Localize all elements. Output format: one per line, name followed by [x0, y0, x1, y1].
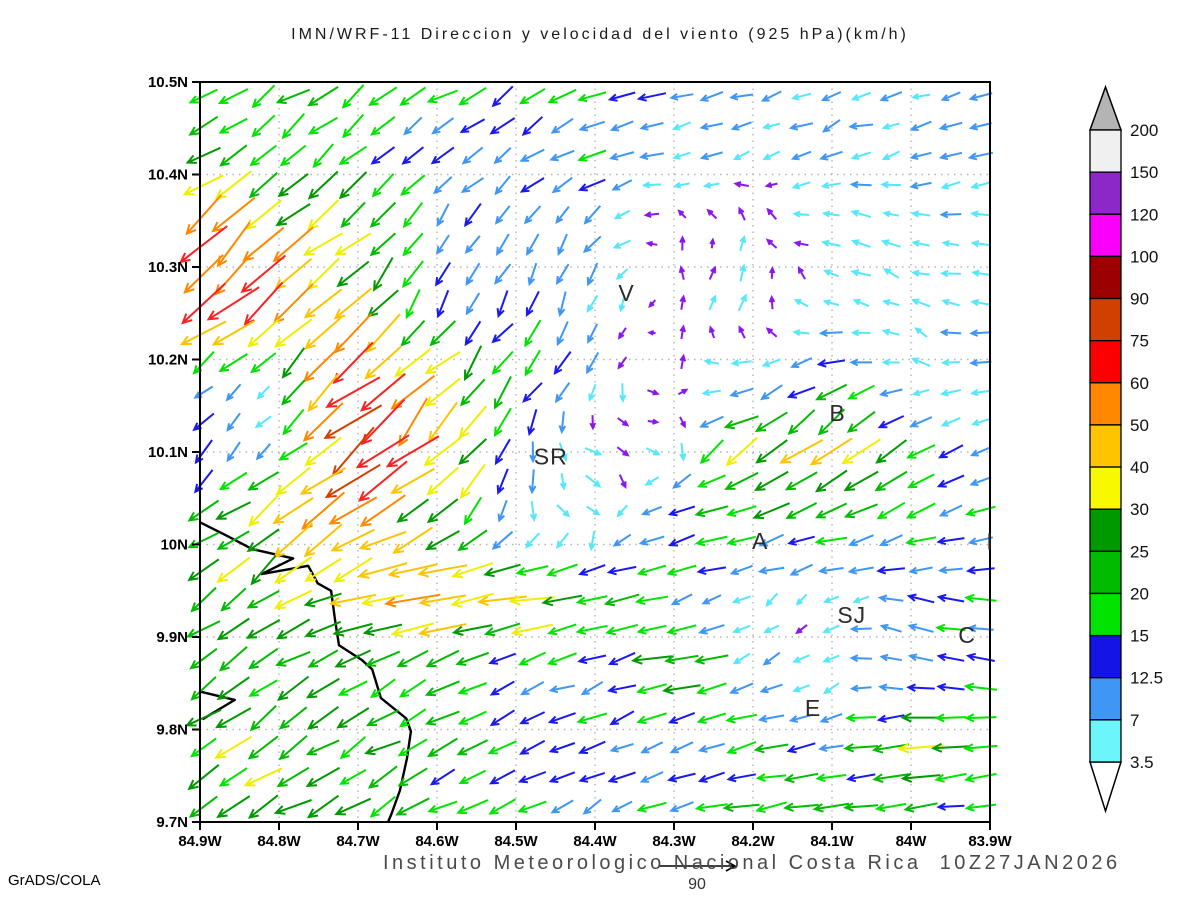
x-tick-label: 84.9W [178, 833, 222, 850]
x-tick-label: 84.6W [415, 833, 459, 850]
colorbar-label: 3.5 [1130, 753, 1154, 772]
city-label: A [752, 528, 768, 554]
colorbar-label: 40 [1130, 458, 1149, 477]
colorbar-label: 150 [1130, 163, 1158, 182]
colorbar: 200 150 120 100 90 75 60 50 40 30 25 20 15 12.5 7 3.5 [1088, 84, 1163, 814]
city-label: SJ [837, 602, 866, 628]
axes: 84.9W 84.8W 84.7W 84.6W 84.5W 84.4W 84.3W 84.2W… [148, 74, 1013, 850]
y-tick-label: 9.7N [156, 814, 188, 831]
coastline [199, 521, 413, 823]
y-tick-label: 10.4N [148, 167, 188, 184]
x-tick-label: 84.5W [494, 833, 538, 850]
colorbar-label: 7 [1130, 711, 1139, 730]
x-tick-label: 84W [896, 833, 928, 850]
reference-vector: 90 [659, 860, 737, 893]
y-tick-label: 10.1N [148, 444, 188, 461]
city-label: C [958, 622, 976, 648]
y-tick-label: 10N [160, 537, 188, 554]
colorbar-label: 120 [1130, 205, 1158, 224]
y-tick-label: 10.2N [148, 352, 188, 369]
chart-title: IMN/WRF-11 Direccion y velocidad del vie… [291, 26, 909, 43]
x-tick-label: 84.4W [573, 833, 617, 850]
colorbar-label: 90 [1130, 290, 1149, 309]
y-tick-label: 10.3N [148, 259, 188, 276]
colorbar-label: 200 [1130, 121, 1158, 140]
y-tick-label: 10.5N [148, 74, 188, 91]
wind-vectors [178, 84, 998, 819]
city-label: E [805, 695, 821, 721]
colorbar-label: 60 [1130, 374, 1149, 393]
colorbar-label: 20 [1130, 584, 1149, 603]
city-label: SR [534, 444, 568, 470]
reference-vector-label: 90 [688, 876, 706, 893]
colorbar-label: 15 [1130, 627, 1149, 646]
colorbar-label: 100 [1130, 247, 1158, 266]
city-label: V [618, 280, 634, 306]
colorbar-label: 50 [1130, 416, 1149, 435]
grads-credit: GrADS/COLA [8, 872, 101, 889]
city-label: B [829, 400, 845, 426]
caption: Instituto Meteorologico Nacional Costa R… [383, 852, 1121, 874]
x-tick-label: 84.1W [810, 833, 854, 850]
city-labels: V SR B A SJ C E I [534, 280, 993, 721]
colorbar-label: 30 [1130, 500, 1149, 519]
x-tick-label: 84.7W [336, 833, 380, 850]
y-tick-label: 9.9N [156, 629, 188, 646]
colorbar-label: 12.5 [1130, 669, 1163, 688]
colorbar-label: 25 [1130, 542, 1149, 561]
colorbar-label: 75 [1130, 332, 1149, 351]
y-tick-label: 9.8N [156, 722, 188, 739]
city-label: I [986, 529, 993, 555]
x-tick-label: 83.9W [968, 833, 1012, 850]
x-tick-label: 84.2W [731, 833, 775, 850]
x-tick-label: 84.8W [257, 833, 301, 850]
x-tick-label: 84.3W [652, 833, 696, 850]
